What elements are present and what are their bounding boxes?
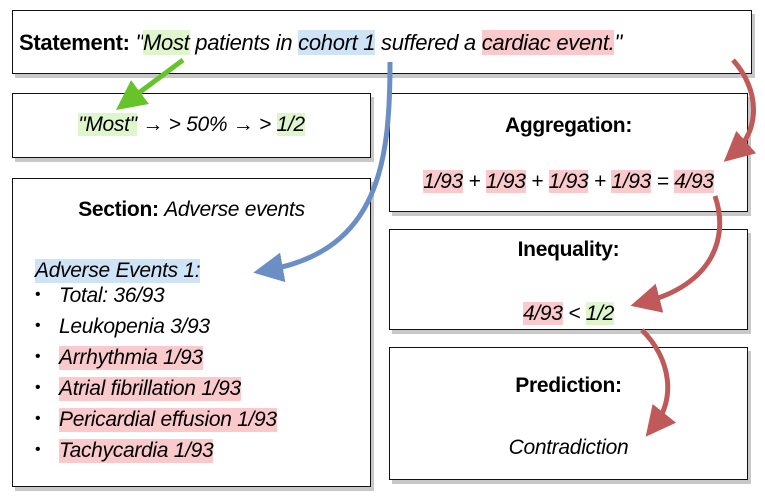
bullet-marker: • (35, 348, 41, 365)
aggregation-title: Aggregation: (504, 114, 633, 137)
bullet-marker: • (35, 410, 41, 427)
blue-arrow (253, 61, 393, 283)
cohort-highlight: cohort 1 (298, 30, 376, 55)
adverse-event-item: Arrhythmia 1/93 (59, 346, 203, 370)
prediction-value: Contradiction (508, 436, 629, 459)
aggregation-equation: 1/93 + 1/93 + 1/93 + 1/93 = 4/93 (423, 170, 714, 193)
prediction-box: Prediction: Contradiction (389, 347, 748, 480)
inequality-title: Inequality: (517, 238, 620, 261)
statement-label: Statement: (19, 30, 130, 55)
red-arrow-inequality-to-prediction (640, 328, 677, 437)
adverse-event-item: Pericardial effusion 1/93 (59, 408, 277, 432)
aggregation-box: Aggregation: 1/93 + 1/93 + 1/93 + 1/93 =… (389, 93, 748, 212)
most-conversion: "Most" → > 50% → > 1/2 (78, 113, 305, 136)
adverse-event-item: Atrial fibrillation 1/93 (59, 377, 241, 401)
bullet-marker: • (35, 379, 41, 396)
adverse-event-item: Leukopenia 3/93 (59, 315, 210, 338)
adverse-event-item: Tachycardia 1/93 (59, 439, 214, 463)
inequality-box: Inequality: 4/93 < 1/2 (389, 229, 748, 330)
adverse-event-item: Total: 36/93 (59, 284, 165, 307)
red-arrow-aggregation-to-inequality (630, 195, 723, 313)
most-box: "Most" → > 50% → > 1/2 (12, 93, 371, 158)
bullet-marker: • (35, 286, 41, 303)
section-title: Section: Adverse events (78, 198, 305, 221)
adverse-events-heading: Adverse Events 1: (35, 259, 201, 283)
cardiac-highlight: cardiac event. (481, 30, 615, 55)
bullet-marker: • (35, 317, 41, 334)
section-box: Section: Adverse events Adverse Events 1… (12, 178, 371, 487)
green-arrow (115, 57, 185, 110)
red-arrow-statement-to-aggregation (723, 58, 757, 162)
most-highlight: Most (143, 30, 190, 55)
bullet-marker: • (35, 441, 41, 458)
prediction-title: Prediction: (515, 374, 622, 397)
inequality-expression: 4/93 < 1/2 (522, 302, 615, 325)
statement-box: Statement: "Most patients in cohort 1 su… (12, 10, 752, 74)
statement-text: Statement: "Most patients in cohort 1 su… (19, 30, 622, 55)
